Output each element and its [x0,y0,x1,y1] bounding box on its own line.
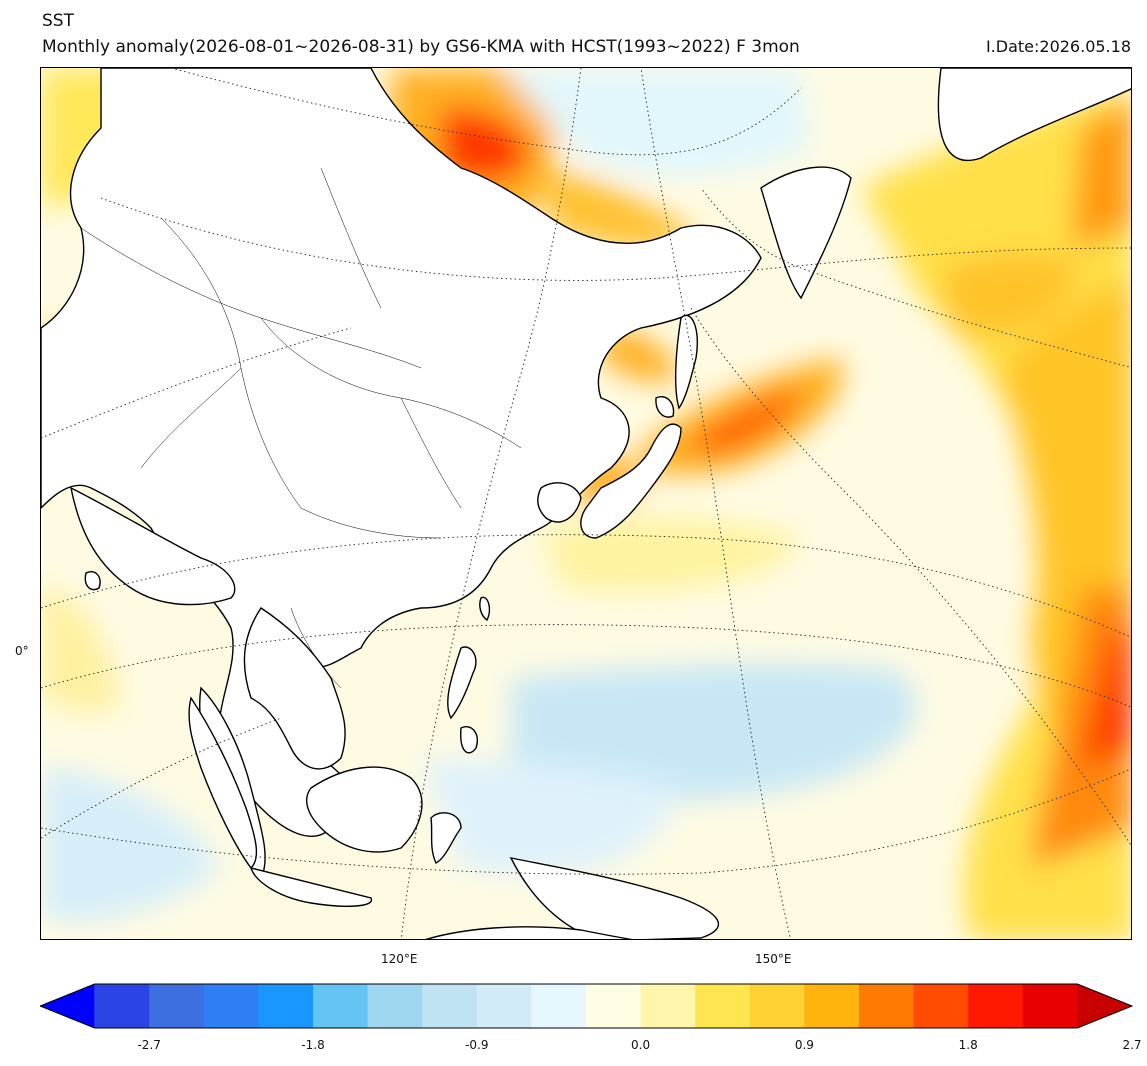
colorbar-cell [749,984,805,1028]
anomaly-field [41,68,1131,939]
colorbar-cell [1022,984,1078,1028]
colorbar-cell [476,984,532,1028]
lat-label-0: 0° [15,644,29,658]
lon-label-150e: 150°E [755,952,792,966]
colorbar-tick-label: -2.7 [137,1038,161,1052]
land-masses [41,68,1131,939]
colorbar-extend-low [40,984,95,1028]
colorbar [40,983,1134,1029]
colorbar-cell [804,984,860,1028]
colorbar-cell [640,984,696,1028]
colorbar-cell [913,984,969,1028]
colorbar-cell [367,984,423,1028]
colorbar-tick-label: 2.7 [1122,1038,1142,1052]
issue-date: I.Date:2026.05.18 [985,37,1131,56]
colorbar-cell [531,984,587,1028]
colorbar-cell [422,984,478,1028]
colorbar-cell [313,984,369,1028]
colorbar-cell [258,984,314,1028]
colorbar-cell [968,984,1024,1028]
graticule [41,68,1131,939]
colorbar-cell [586,984,642,1028]
variable-title: SST [42,11,74,31]
colorbar-cell [695,984,751,1028]
colorbar-extend-high [1077,984,1132,1028]
colorbar-cell [149,984,205,1028]
map-subtitle: Monthly anomaly(2026-08-01~2026-08-31) b… [42,37,800,57]
lon-label-120e: 120°E [381,952,418,966]
anomaly-map [40,67,1132,940]
colorbar-outline [40,983,1134,1029]
country-borders [80,167,522,689]
colorbar-cell [859,984,915,1028]
colorbar-tick-label: 0.9 [794,1038,814,1052]
colorbar-cell [203,984,259,1028]
colorbar-tick-label: -1.8 [301,1038,325,1052]
map-canvas [41,68,1131,939]
colorbar-tick-label: 0.0 [631,1038,651,1052]
colorbar-tick-label: -0.9 [465,1038,489,1052]
colorbar-tick-label: 1.8 [958,1038,978,1052]
colorbar-cell [94,984,150,1028]
